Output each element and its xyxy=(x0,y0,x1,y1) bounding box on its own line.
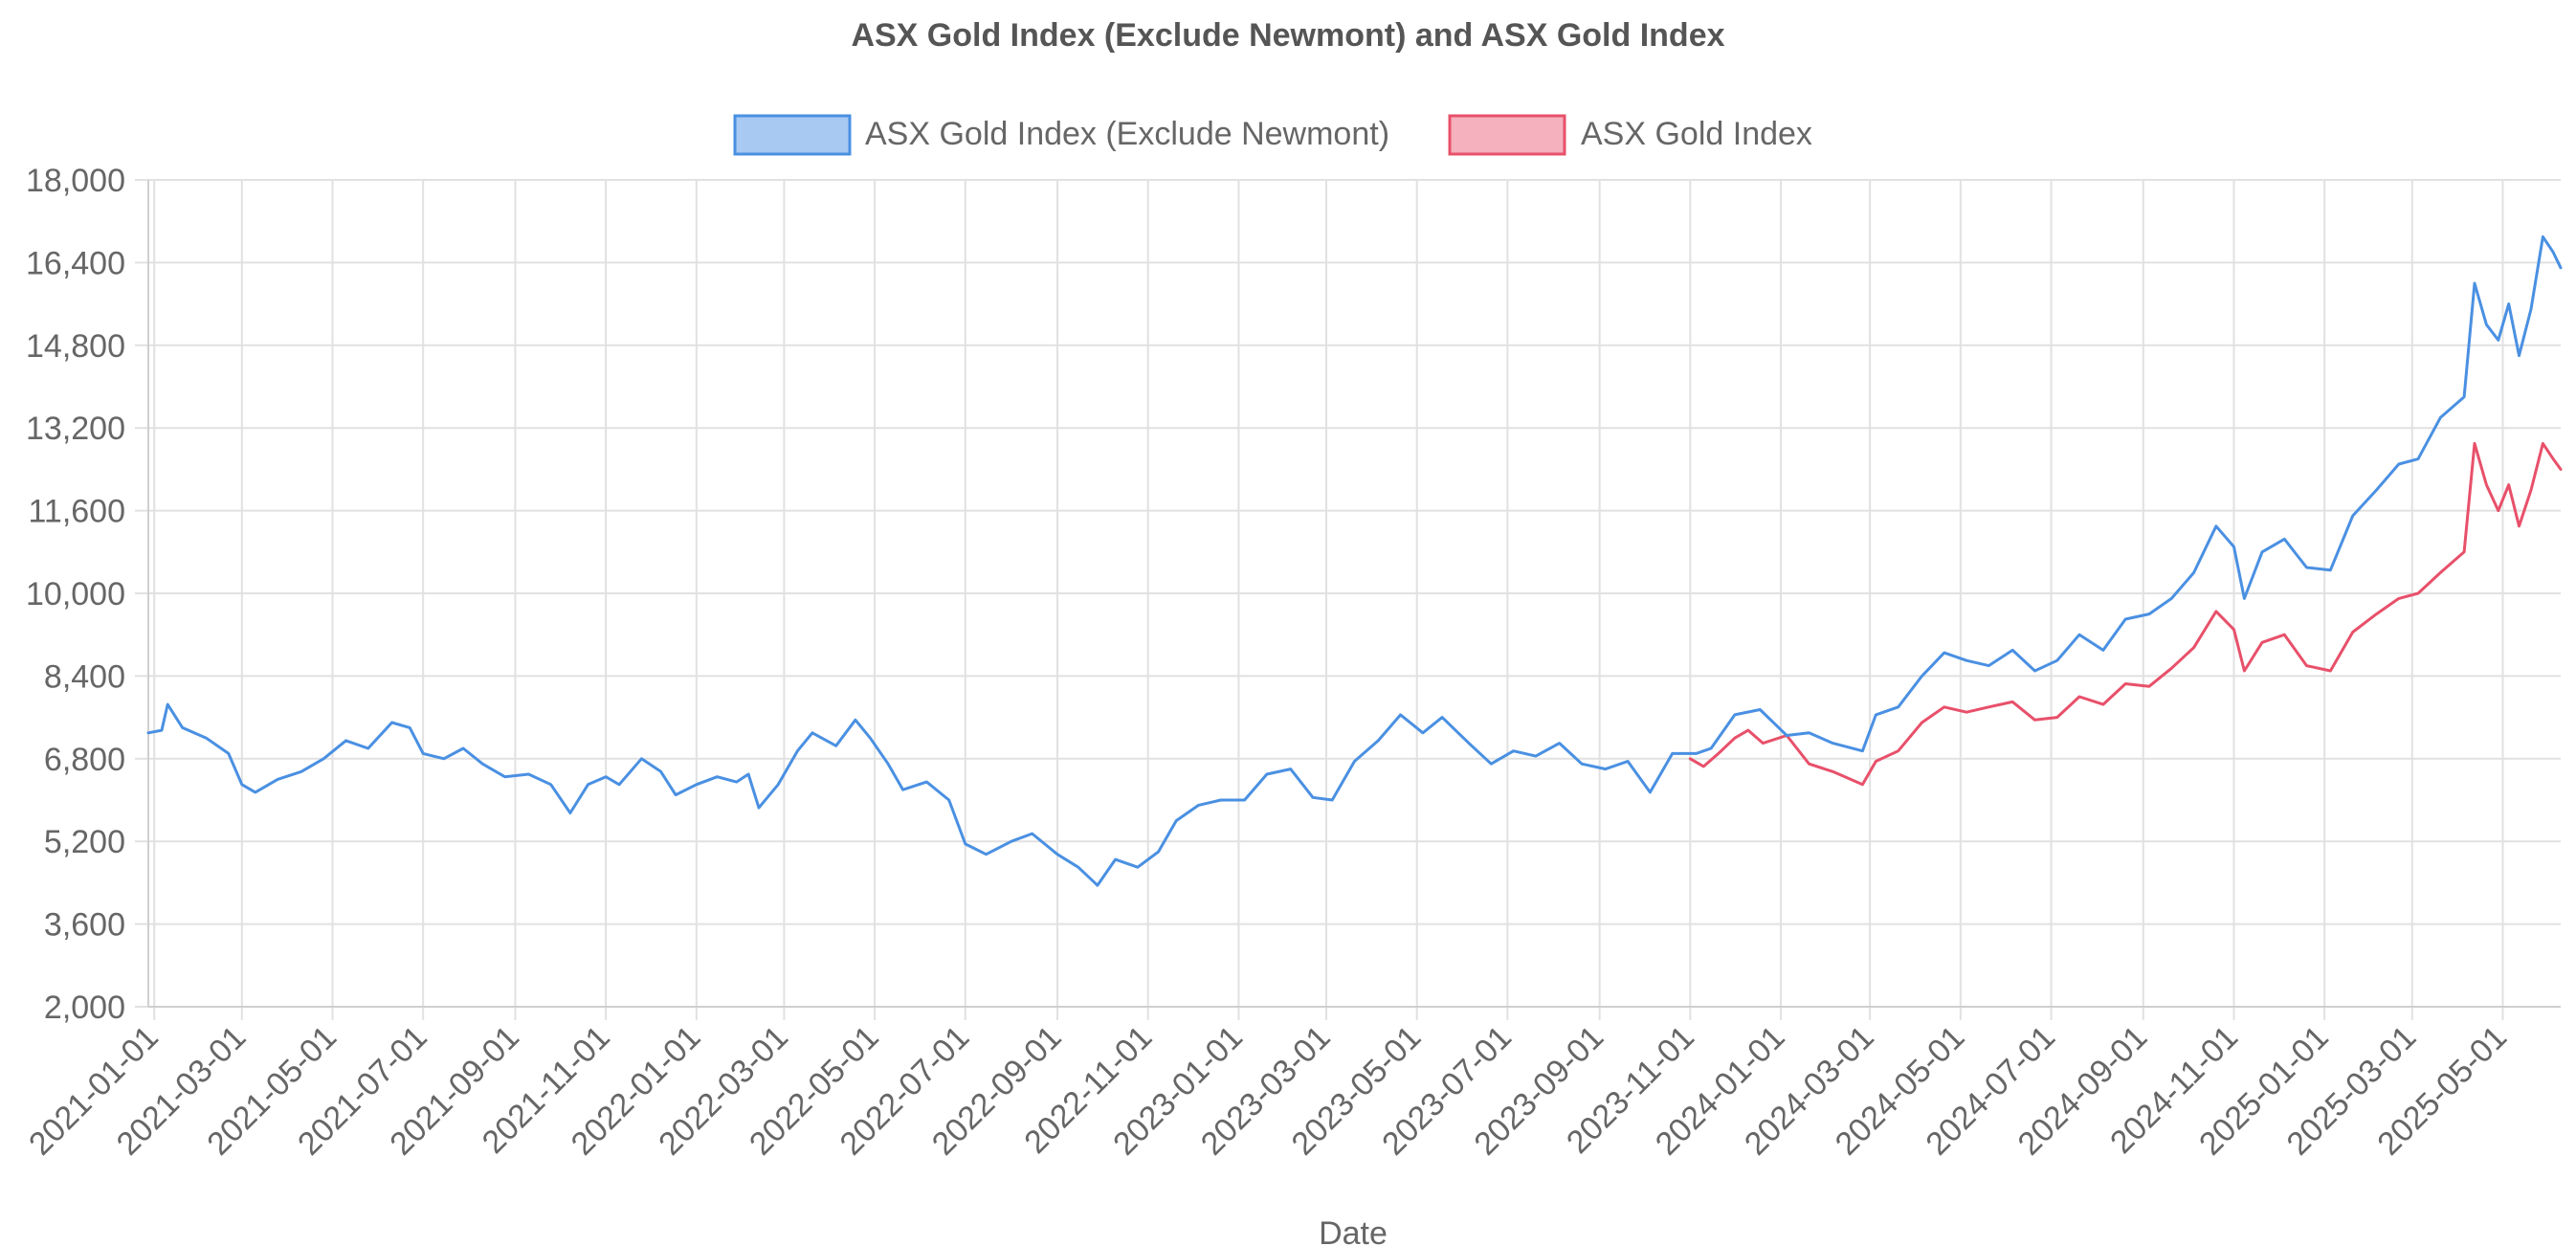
legend-swatch-asx-gold[interactable] xyxy=(1448,114,1566,156)
series-line-asx-gold-index[interactable] xyxy=(1688,441,2563,787)
x-axis-ticks: 2021-01-012021-03-012021-05-012021-07-01… xyxy=(22,1019,2514,1163)
legend-label-exclude-newmont[interactable]: ASX Gold Index (Exclude Newmont) xyxy=(865,116,1389,152)
legend-swatch-exclude-newmont[interactable] xyxy=(733,114,852,156)
chart-title: ASX Gold Index (Exclude Newmont) and ASX… xyxy=(851,17,1724,54)
y-tick-label: 8,400 xyxy=(44,658,125,695)
y-tick-label: 13,200 xyxy=(26,411,125,447)
y-tick-label: 2,000 xyxy=(44,990,125,1026)
y-tick-label: 5,200 xyxy=(44,824,125,860)
y-tick-label: 10,000 xyxy=(26,576,125,612)
y-tick-label: 3,600 xyxy=(44,907,125,944)
axes xyxy=(147,180,2561,1008)
grid xyxy=(135,179,2561,1020)
legend: ASX Gold Index (Exclude Newmont) ASX Gol… xyxy=(733,114,1812,156)
x-axis-title: Date xyxy=(1319,1215,1388,1246)
legend-label-asx-gold[interactable]: ASX Gold Index xyxy=(1581,116,1812,152)
y-tick-label: 6,800 xyxy=(44,742,125,778)
series-line-asx-gold-exclude-newmont[interactable] xyxy=(146,234,2563,887)
y-tick-label: 11,600 xyxy=(29,494,125,530)
series-lines xyxy=(146,234,2563,887)
y-tick-label: 18,000 xyxy=(26,163,125,199)
y-axis-ticks: 2,000 3,600 5,200 6,800 8,400 10,000 11,600 13,… xyxy=(26,163,125,1026)
y-tick-label: 16,400 xyxy=(26,245,125,281)
y-tick-label: 14,800 xyxy=(26,328,125,365)
